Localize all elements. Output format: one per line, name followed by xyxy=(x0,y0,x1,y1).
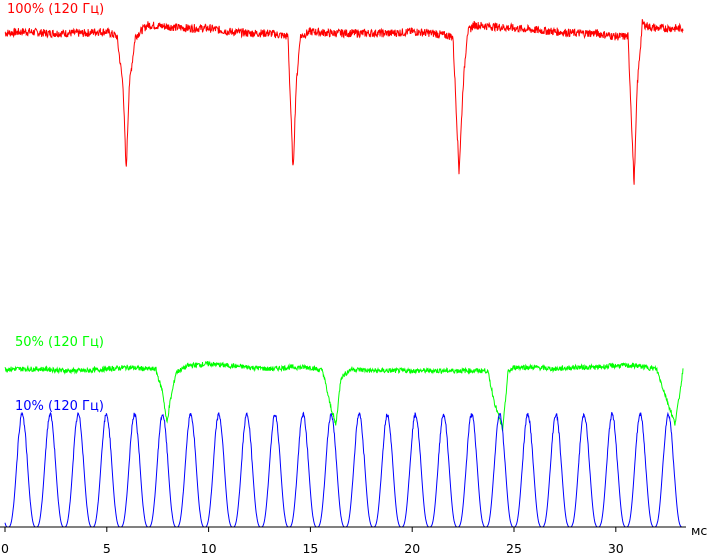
series-label-50: 50% (120 Гц) xyxy=(15,335,104,350)
x-tick-label: 20 xyxy=(404,541,420,556)
x-tick-label: 5 xyxy=(103,541,111,556)
x-tick-label: 30 xyxy=(608,541,624,556)
series-line-0 xyxy=(4,19,684,185)
series-line-1 xyxy=(4,360,684,432)
x-tick-label: 10 xyxy=(201,541,217,556)
plot-series xyxy=(4,19,684,528)
series-label-100: 100% (120 Гц) xyxy=(7,2,104,17)
series-label-10: 10% (120 Гц) xyxy=(15,399,104,414)
x-tick-label: 0 xyxy=(1,541,9,556)
x-axis-unit-label: мс xyxy=(691,523,707,538)
x-tick-label: 15 xyxy=(302,541,318,556)
x-tick-label: 25 xyxy=(506,541,522,556)
x-axis-ticks: 0 5 10 15 20 25 30 xyxy=(1,527,624,556)
series-line-2 xyxy=(4,411,683,528)
